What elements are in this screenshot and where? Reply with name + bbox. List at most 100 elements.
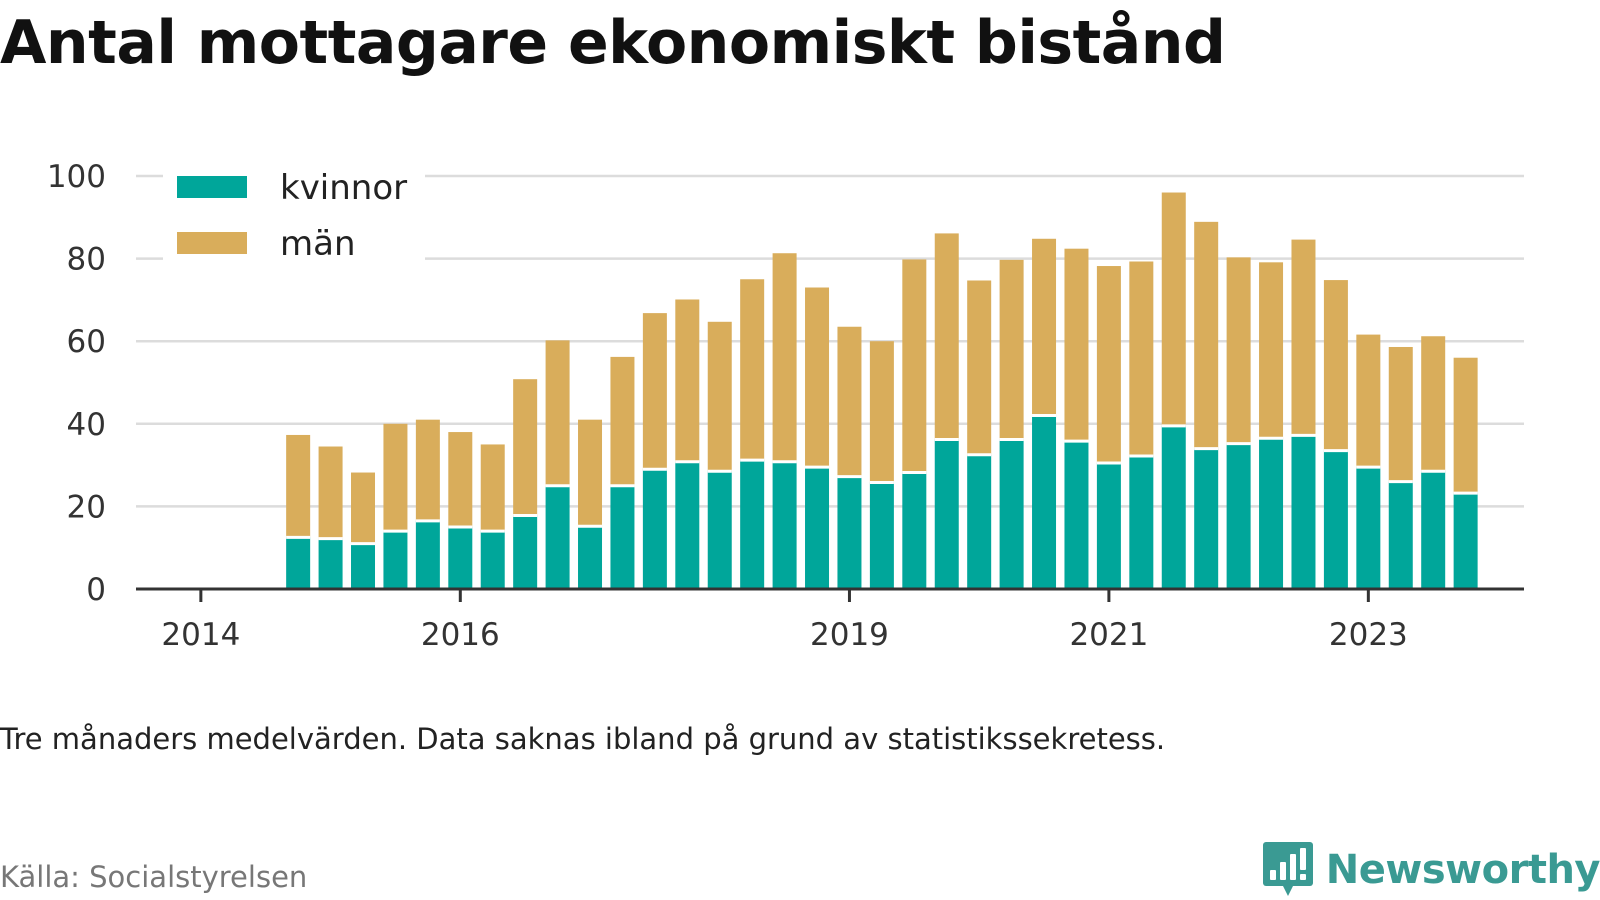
bar-man [351,472,376,544]
bar-kvinnor [1356,467,1381,589]
bar-kvinnor [967,454,992,589]
bar-kvinnor [286,537,311,589]
bar-man [772,253,797,462]
bar-man [934,233,959,440]
bar-man [448,432,473,528]
bar-man [902,259,927,473]
bar-man [1259,262,1284,439]
bar-kvinnor [480,531,505,589]
bar-kvinnor [902,472,927,589]
bar-man [869,341,894,483]
bar-kvinnor [805,467,830,589]
bar-man [1226,257,1251,444]
chart-title: Antal mottagare ekonomiskt bistånd [0,8,1226,78]
bar-kvinnor [318,538,343,589]
bar-man [415,419,440,521]
bars [286,192,1478,589]
bar-kvinnor [999,439,1024,589]
bar-man [513,379,538,516]
bar-kvinnor [1226,443,1251,589]
bar-kvinnor [934,439,959,589]
bar-man [1388,346,1413,482]
bar-man [610,356,635,486]
x-tick-label: 2016 [421,617,500,653]
bar-kvinnor [772,461,797,589]
x-tick-label: 2023 [1329,617,1408,653]
bar-kvinnor [1259,438,1284,589]
bar-kvinnor [513,515,538,589]
bar-man [675,299,700,462]
legend-label: kvinnor [280,168,407,208]
bar-man [545,340,570,486]
bar-kvinnor [869,482,894,589]
y-tick-label: 80 [67,242,106,278]
bar-kvinnor [642,469,667,589]
bar-kvinnor [1388,481,1413,589]
y-axis-labels: 0 20 40 60 80 100 [47,159,106,608]
bar-man [1096,266,1121,464]
chart-area: 0 20 40 60 80 100 2014 2016 2019 2021 2023 kvinno… [46,155,1524,653]
bar-man [318,446,343,539]
bar-man [1323,280,1348,451]
bar-man [383,423,408,532]
legend: kvinnor män [163,155,425,264]
bar-man [707,321,732,472]
bar-man [999,259,1024,440]
x-axis [136,587,1524,602]
bar-man [1032,238,1057,416]
bar-man [740,279,765,461]
bar-man [1421,336,1446,472]
bar-kvinnor [740,460,765,589]
bar-kvinnor [448,527,473,589]
y-tick-label: 100 [47,159,106,195]
bar-kvinnor [1291,435,1316,589]
bar-kvinnor [610,485,635,589]
bar-man [1129,261,1154,457]
bar-kvinnor [415,520,440,589]
newsworthy-logo-icon [1262,842,1313,896]
bar-man [1356,334,1381,468]
x-tick-label: 2021 [1069,617,1148,653]
bar-kvinnor [1323,450,1348,589]
bar-kvinnor [1096,463,1121,589]
legend-swatch [177,176,247,198]
bar-man [1194,221,1219,449]
bar-man [480,444,505,532]
bar-kvinnor [1161,425,1186,589]
bar-kvinnor [1032,415,1057,589]
bar-kvinnor [707,471,732,589]
bar-kvinnor [545,485,570,589]
bar-kvinnor [351,543,376,589]
y-tick-label: 60 [67,324,106,360]
bar-kvinnor [1453,493,1478,589]
bar-man [642,313,667,470]
bar-kvinnor [1129,456,1154,589]
bar-man [805,287,830,468]
brand-name: Newsworthy [1325,847,1600,893]
bar-man [1453,357,1478,494]
bar-man [578,419,603,527]
x-tick-label: 2019 [810,617,889,653]
bar-man [1291,239,1316,436]
bar-kvinnor [675,461,700,589]
y-tick-label: 40 [67,407,106,443]
bar-man [837,326,862,477]
source-label: Källa: Socialstyrelsen [0,860,308,894]
x-tick-label: 2014 [161,617,240,653]
bar-man [967,280,992,455]
y-tick-label: 20 [67,489,106,525]
y-tick-label: 0 [86,572,106,608]
chart-note: Tre månaders medelvärden. Data saknas ib… [0,722,1166,756]
bar-kvinnor [1194,448,1219,589]
bar-man [1064,248,1089,442]
legend-label: män [280,224,356,264]
legend-swatch [177,232,247,254]
bar-man [286,434,311,538]
bar-kvinnor [837,476,862,589]
x-axis-labels: 2014 2016 2019 2021 2023 [161,617,1407,653]
bar-kvinnor [1064,441,1089,589]
bar-man [1161,192,1186,426]
brand-logo: Newsworthy [1260,840,1600,900]
bar-kvinnor [1421,471,1446,589]
bar-kvinnor [578,526,603,589]
